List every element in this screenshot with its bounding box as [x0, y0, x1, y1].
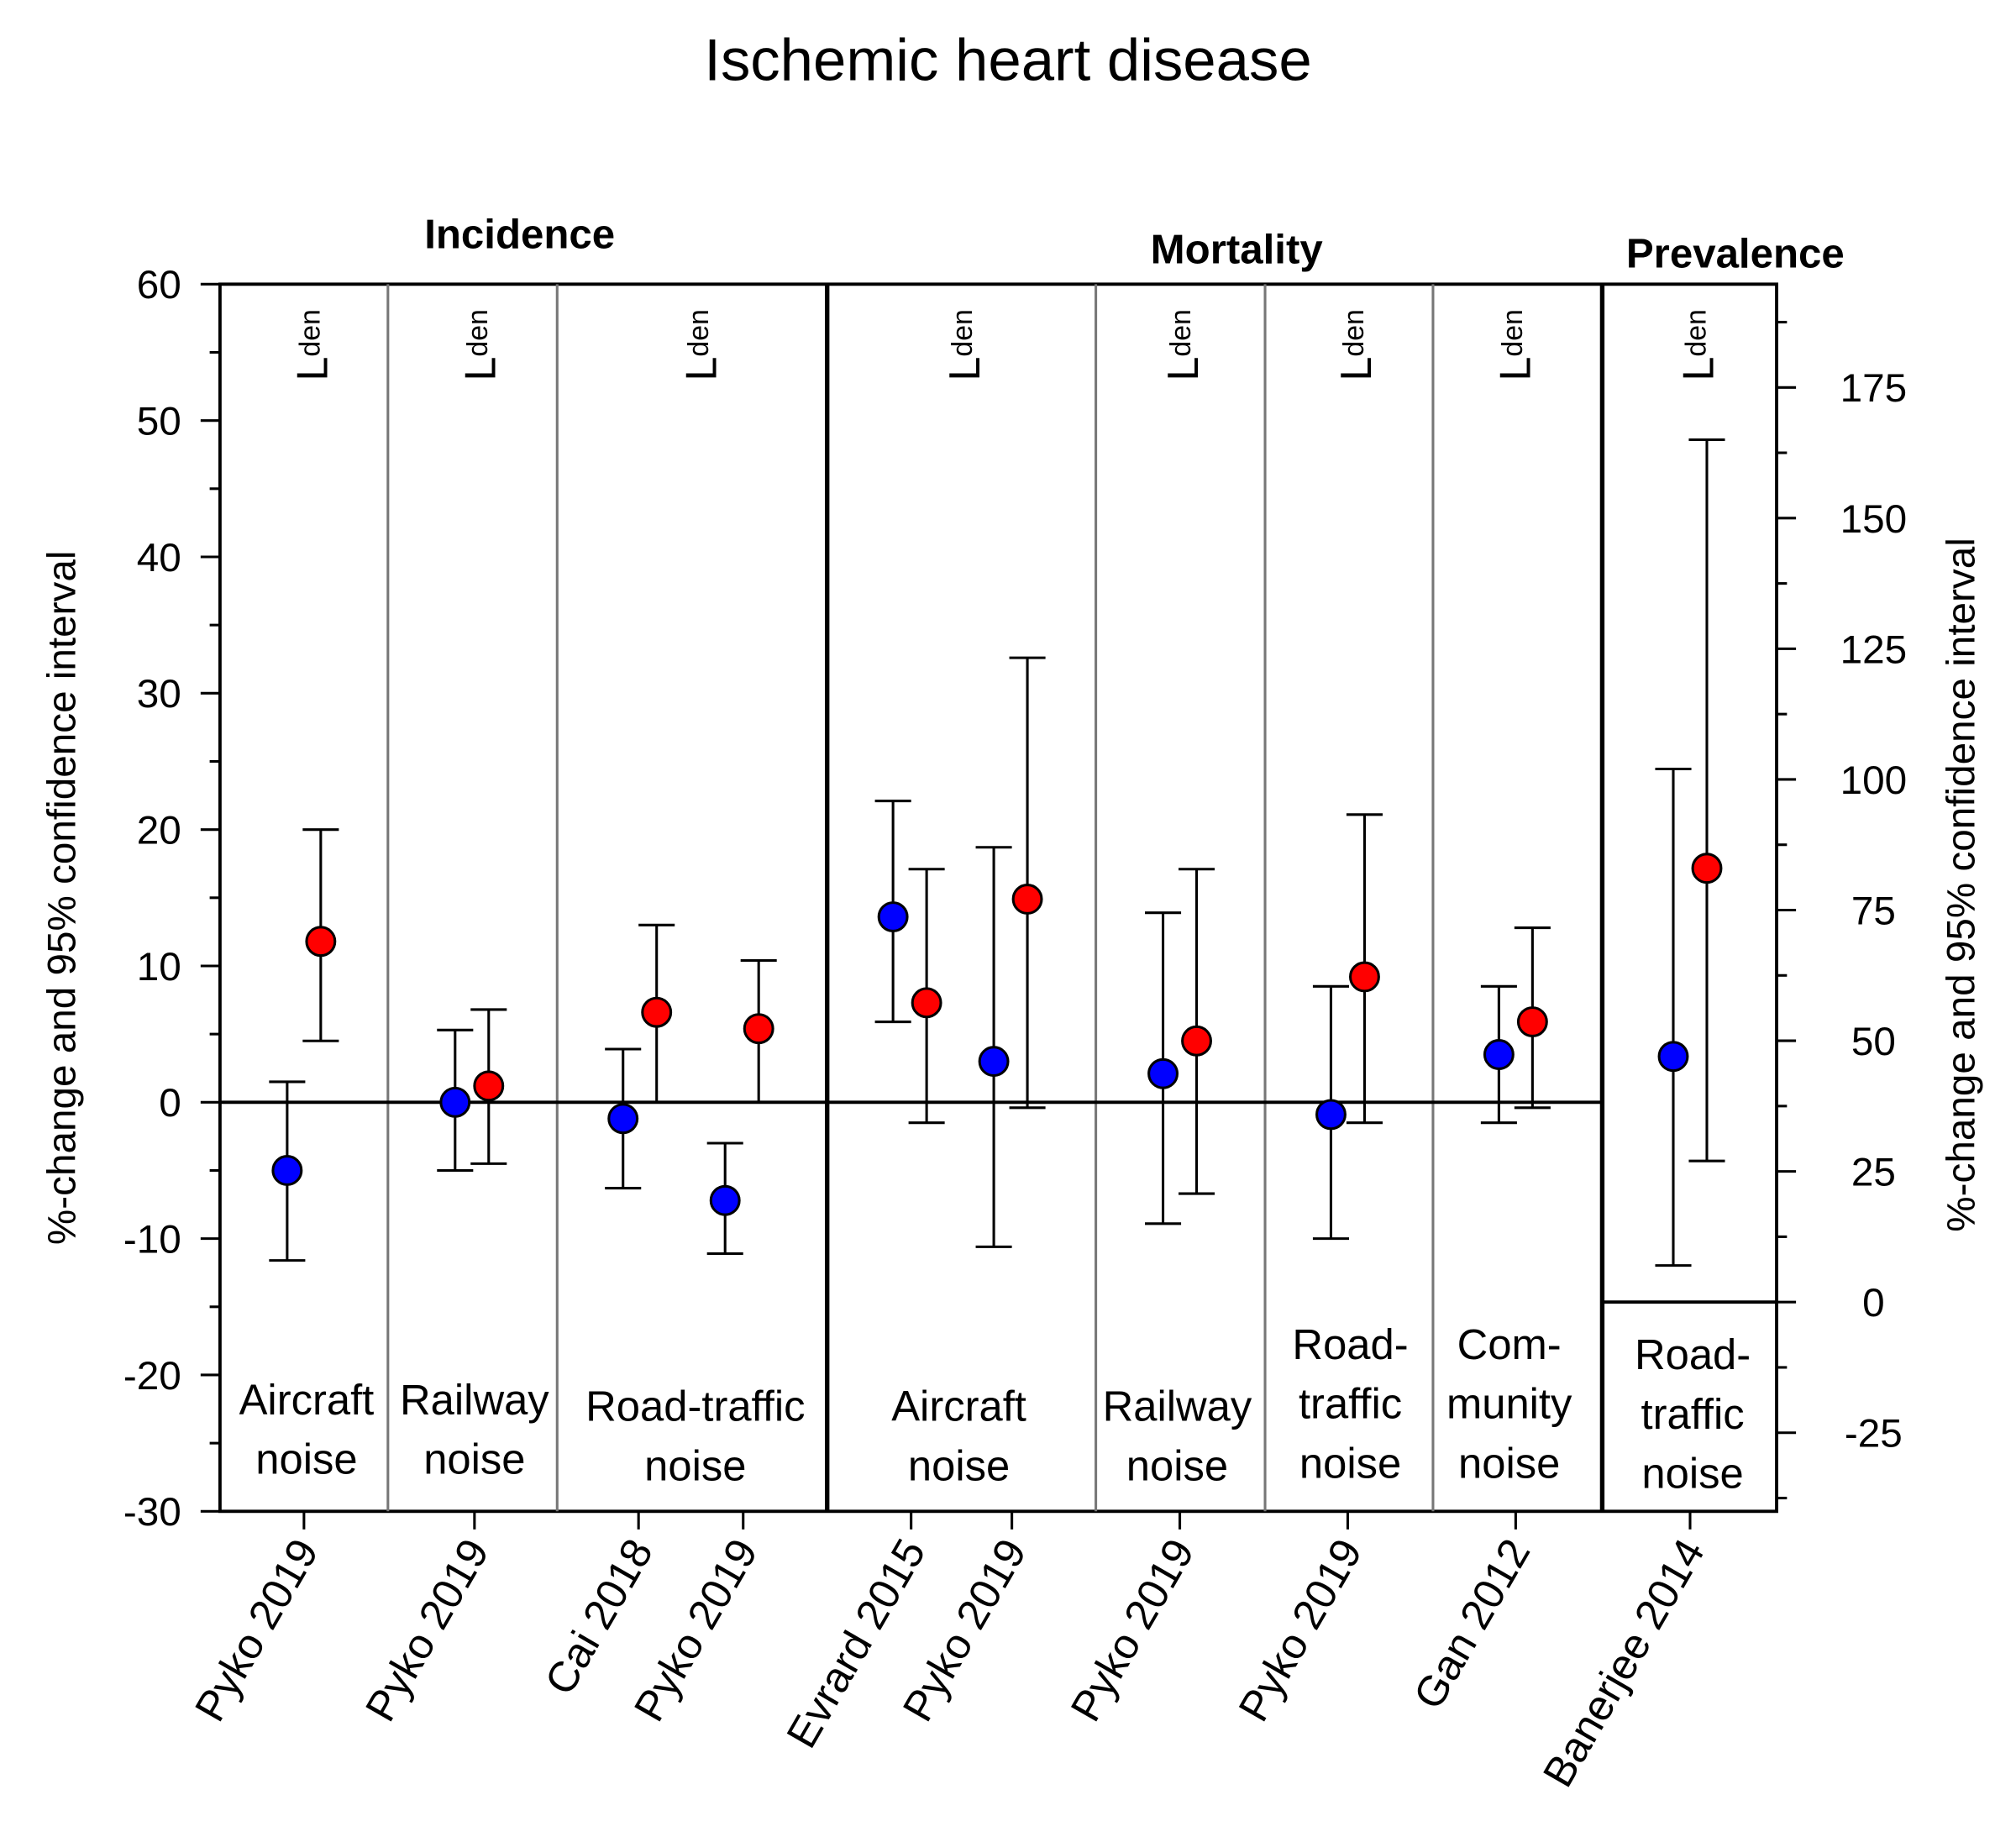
point-red	[473, 1070, 505, 1102]
point-blue	[978, 1046, 1010, 1078]
y-tick-label-left: 60	[137, 263, 181, 307]
noise-type-label: Railway	[1103, 1383, 1252, 1430]
y-tick-label-right: 75	[1851, 889, 1896, 933]
y-tick-label-right: 50	[1851, 1020, 1896, 1064]
y-tick-label-left: 0	[159, 1081, 181, 1126]
point-red	[743, 1013, 774, 1045]
point-blue	[1483, 1039, 1515, 1070]
x-tick-label-study: Evrard 2015	[777, 1530, 935, 1755]
metric-label-lden: Lden	[1159, 309, 1208, 381]
noise-type-label: noise	[644, 1441, 746, 1489]
chart-title: Ischemic heart disease	[704, 26, 1311, 92]
y-tick-label-left: 50	[137, 400, 181, 444]
point-red	[1348, 961, 1380, 993]
point-blue	[1315, 1099, 1347, 1131]
y-tick-label-left: 30	[137, 672, 181, 716]
y-tick-label-left: 10	[137, 945, 181, 989]
point-red	[1691, 853, 1723, 884]
x-tick-label-study: Banerjee 2014	[1534, 1530, 1714, 1794]
y-tick-label-right: 150	[1840, 497, 1908, 542]
x-tick-label-study: Gan 2012	[1404, 1530, 1540, 1717]
y-tick-label-right: 25	[1851, 1151, 1896, 1195]
point-red	[1011, 883, 1043, 915]
y-tick-label-right: 125	[1840, 627, 1908, 672]
y-tick-label-left: 20	[137, 809, 181, 853]
noise-type-label: noise	[423, 1435, 525, 1483]
metric-label-lden: Lden	[677, 309, 726, 381]
point-blue	[607, 1103, 639, 1135]
group-label-mortality: Mortality	[1151, 227, 1324, 273]
y-tick-label-right: 175	[1840, 366, 1908, 411]
noise-type-label: Railway	[400, 1376, 549, 1424]
metric-label-lden: Lden	[289, 309, 338, 381]
y-tick-label-right: -25	[1845, 1412, 1903, 1456]
noise-type-label: Road-traffic	[585, 1383, 805, 1430]
noise-type-label: traffic	[1641, 1390, 1745, 1438]
noise-type-label: Aircraft	[891, 1383, 1026, 1430]
noise-type-label: Road-	[1292, 1320, 1408, 1368]
group-label-prevalence: Prevalence	[1626, 230, 1845, 276]
metric-label-lden: Lden	[1675, 309, 1724, 381]
point-red	[641, 996, 673, 1028]
noise-type-label: noise	[1299, 1439, 1401, 1487]
point-blue	[709, 1184, 741, 1216]
noise-type-label: noise	[908, 1441, 1010, 1489]
x-tick-label-study: Pyko 2019	[1229, 1530, 1371, 1729]
point-blue	[877, 901, 909, 932]
x-tick-label-study: Pyko 2019	[356, 1530, 498, 1729]
point-red	[1516, 1006, 1548, 1037]
noise-type-label: munity	[1446, 1380, 1572, 1428]
point-blue	[439, 1086, 471, 1118]
point-red	[911, 987, 942, 1019]
point-blue	[271, 1155, 303, 1186]
metric-label-lden: Lden	[1332, 309, 1381, 381]
noise-type-label: noise	[1458, 1439, 1560, 1487]
metric-label-lden: Lden	[456, 309, 505, 381]
x-tick-label-study: Pyko 2019	[1061, 1530, 1203, 1729]
point-blue	[1657, 1041, 1689, 1073]
y-axis-label-right: %-change and 95% confidence interval	[1939, 538, 1983, 1232]
y-tick-label-right: 100	[1840, 758, 1908, 803]
noise-type-label: Road-	[1635, 1330, 1751, 1378]
noise-type-label: Com-	[1457, 1320, 1562, 1368]
y-axis-label-left: %-change and 95% confidence interval	[40, 551, 85, 1246]
x-tick-label-study: Pyko 2019	[186, 1530, 328, 1729]
point-red	[1181, 1025, 1212, 1057]
metric-label-lden: Lden	[941, 309, 990, 381]
noise-type-label: noise	[255, 1435, 357, 1483]
noise-type-label: noise	[1126, 1441, 1228, 1489]
noise-type-label: noise	[1641, 1450, 1743, 1498]
noise-type-label: traffic	[1299, 1380, 1402, 1428]
y-tick-label-left: 40	[137, 536, 181, 580]
metric-label-lden: Lden	[1491, 309, 1540, 381]
group-label-incidence: Incidence	[424, 211, 615, 257]
point-blue	[1147, 1057, 1179, 1089]
y-tick-label-left: -30	[123, 1490, 181, 1535]
point-red	[305, 926, 337, 958]
y-tick-label-left: -10	[123, 1218, 181, 1262]
y-tick-label-left: -20	[123, 1354, 181, 1399]
y-tick-label-right: 0	[1862, 1281, 1885, 1325]
noise-type-label: Aircraft	[239, 1376, 375, 1424]
